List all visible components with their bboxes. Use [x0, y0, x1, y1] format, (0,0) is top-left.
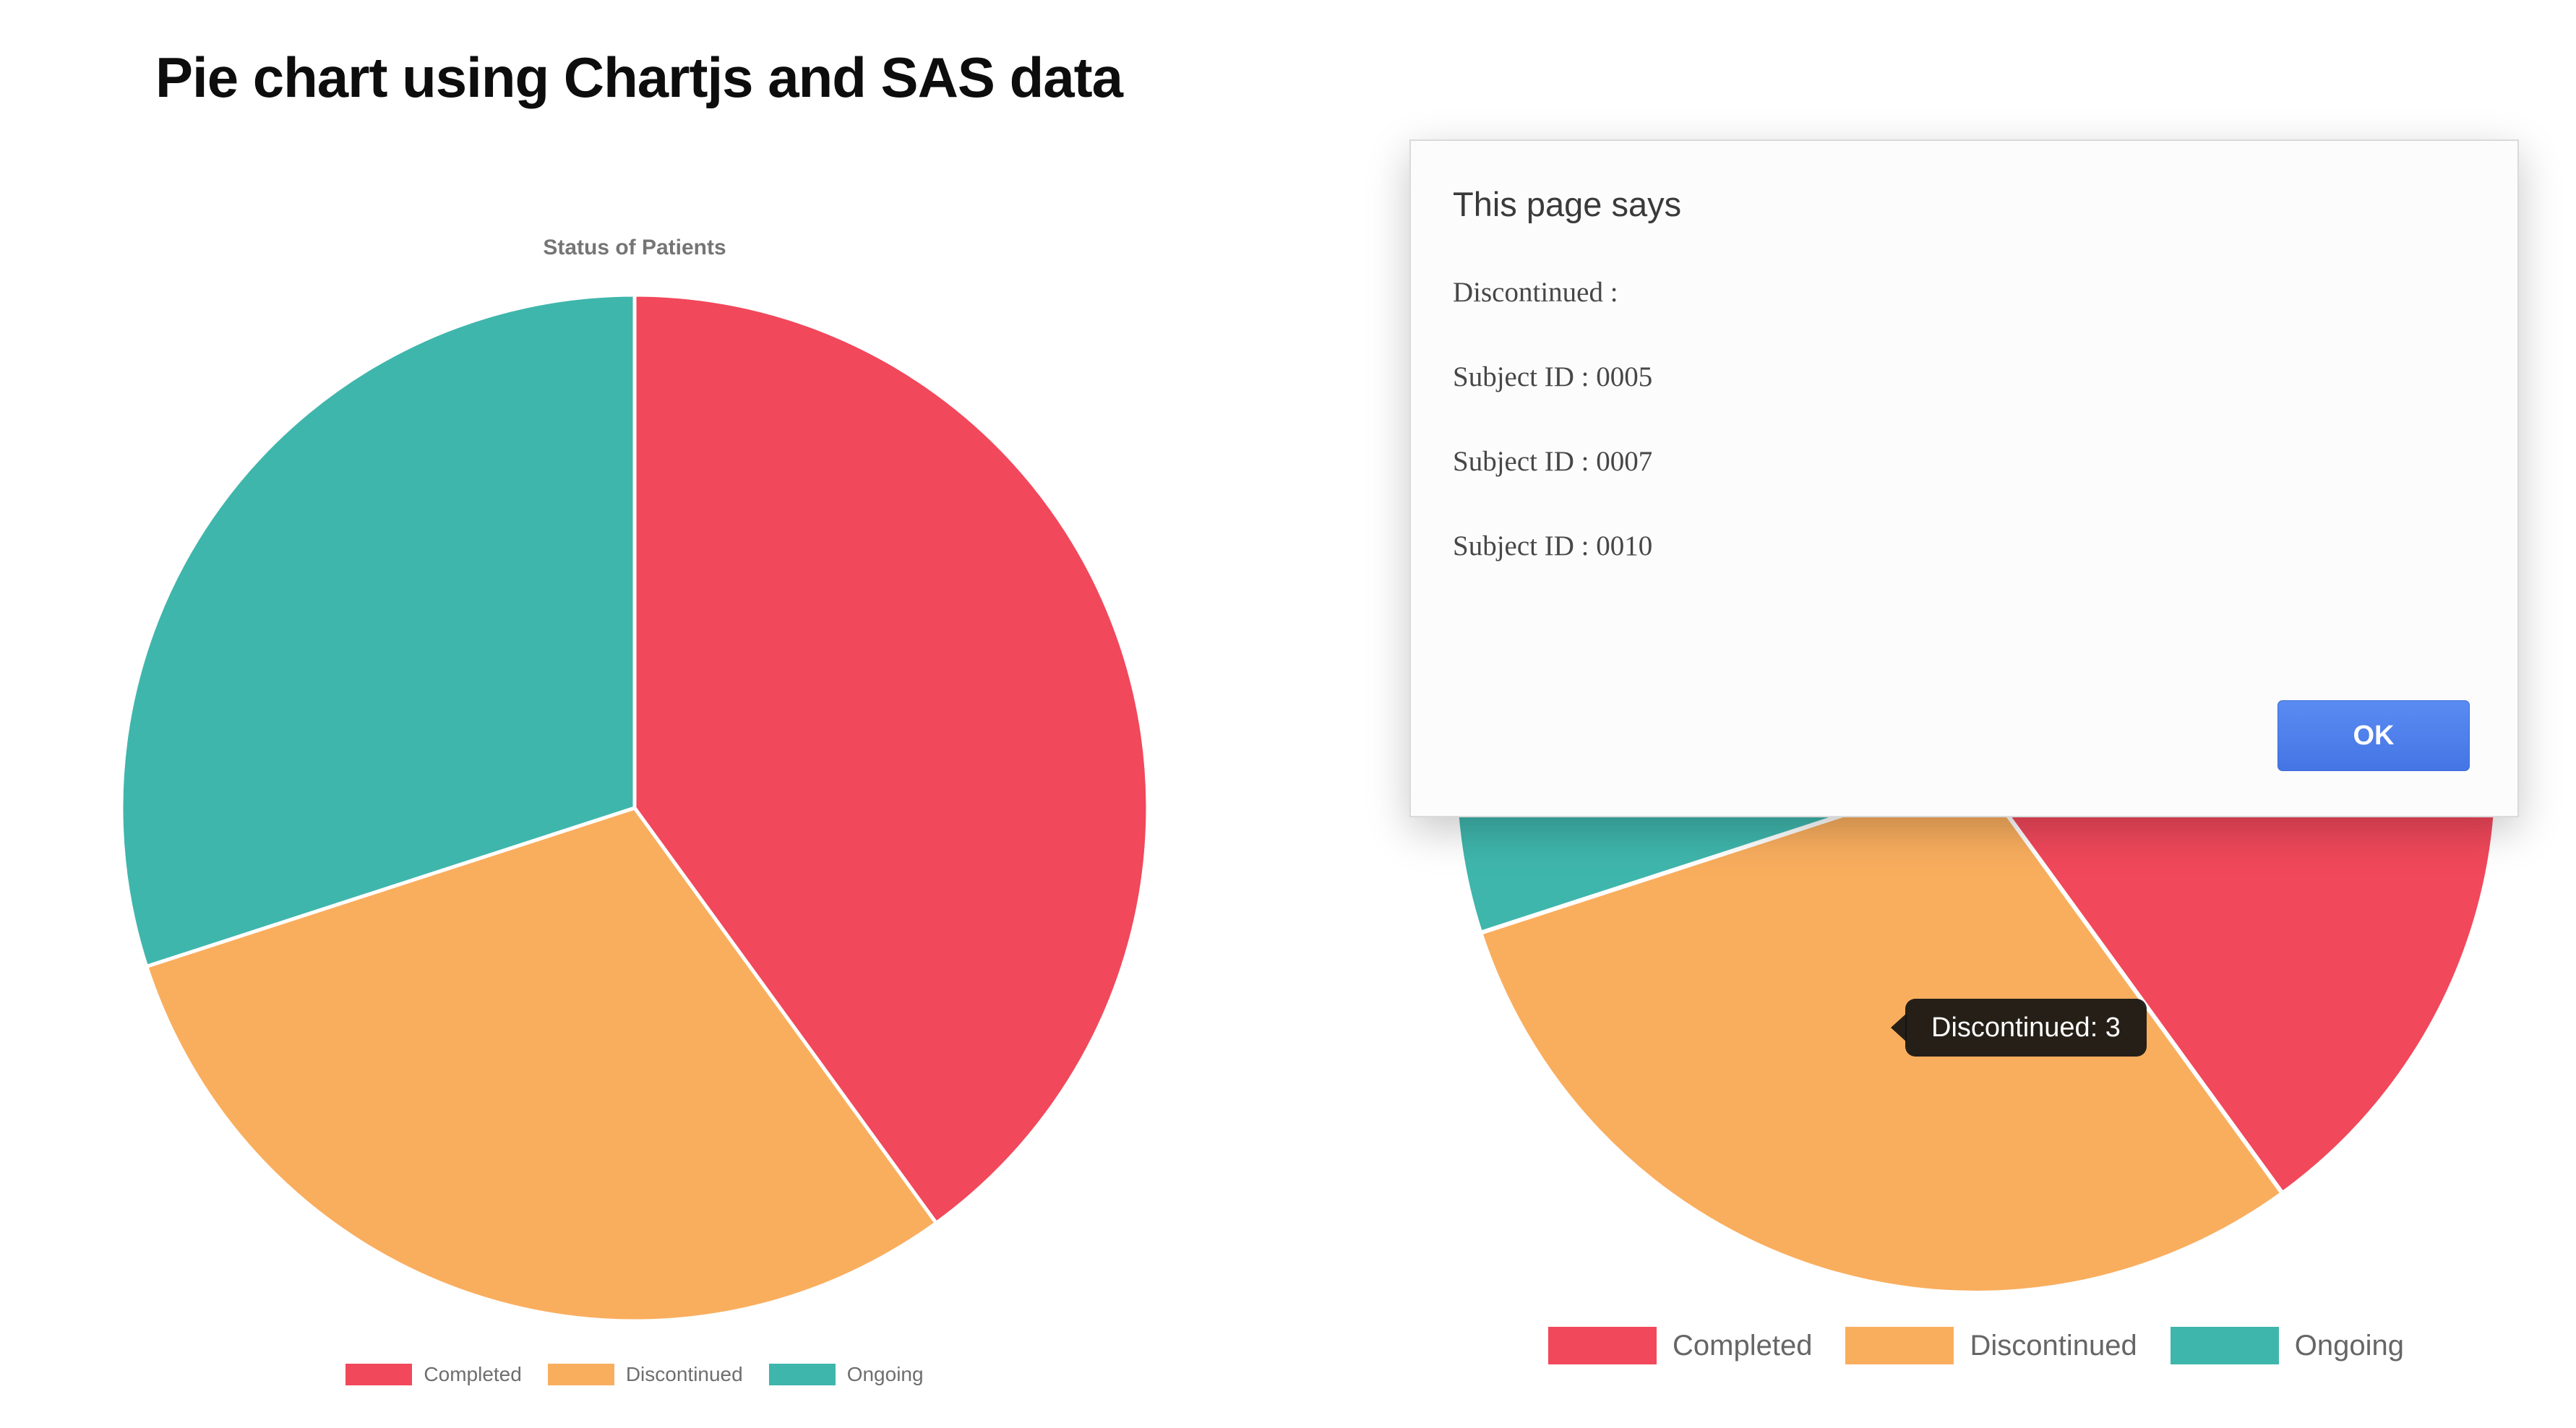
- legend-label: Ongoing: [2294, 1329, 2404, 1362]
- pie-slice[interactable]: [119, 293, 637, 968]
- chart-tooltip: Discontinued: 3: [1891, 999, 2147, 1057]
- legend-label: Completed: [1673, 1329, 1813, 1362]
- right-legend: Completed Discontinued Ongoing: [1451, 1327, 2502, 1364]
- legend-swatch: [1845, 1327, 1954, 1364]
- legend-label: Ongoing: [846, 1363, 924, 1385]
- dialog-line: Discontinued :: [1453, 277, 1618, 308]
- left-pie: [119, 293, 1150, 1323]
- dialog-body: Discontinued : Subject ID : 0005 Subject I…: [1453, 276, 2474, 562]
- legend-swatch: [2170, 1327, 2279, 1364]
- tooltip-label: Discontinued: 3: [1931, 1012, 2121, 1043]
- dialog-line: Subject ID : 0010: [1453, 530, 1653, 562]
- alert-dialog: This page says Discontinued : Subject ID …: [1409, 139, 2519, 817]
- legend-item-completed[interactable]: Completed: [1548, 1327, 1812, 1364]
- legend-swatch: [547, 1364, 614, 1385]
- left-legend: Completed Discontinued Ongoing: [118, 1363, 1151, 1386]
- legend-item-completed[interactable]: Completed: [345, 1363, 522, 1386]
- legend-label: Completed: [424, 1363, 522, 1385]
- legend-item-discontinued[interactable]: Discontinued: [1845, 1327, 2137, 1364]
- legend-label: Discontinued: [625, 1363, 743, 1385]
- page-title: Pie chart using Chartjs and SAS data: [155, 46, 1123, 109]
- pie-slice[interactable]: [1478, 770, 2285, 1295]
- dialog-line: Subject ID : 0007: [1453, 446, 1653, 477]
- legend-label: Discontinued: [1970, 1329, 2137, 1362]
- dialog-line: Subject ID : 0005: [1453, 361, 1653, 392]
- legend-item-discontinued[interactable]: Discontinued: [547, 1363, 743, 1386]
- pie-slice[interactable]: [632, 293, 1150, 1225]
- legend-swatch: [1548, 1327, 1657, 1364]
- legend-item-ongoing[interactable]: Ongoing: [2170, 1327, 2404, 1364]
- legend-swatch: [345, 1364, 413, 1385]
- dialog-title: This page says: [1453, 185, 1682, 223]
- legend-item-ongoing[interactable]: Ongoing: [768, 1363, 924, 1386]
- legend-swatch: [768, 1364, 836, 1385]
- tooltip-caret-icon: [1891, 1013, 1907, 1042]
- pie-slice[interactable]: [145, 806, 938, 1323]
- left-chart-title: Status of Patients: [543, 236, 726, 259]
- ok-button[interactable]: OK: [2277, 700, 2470, 771]
